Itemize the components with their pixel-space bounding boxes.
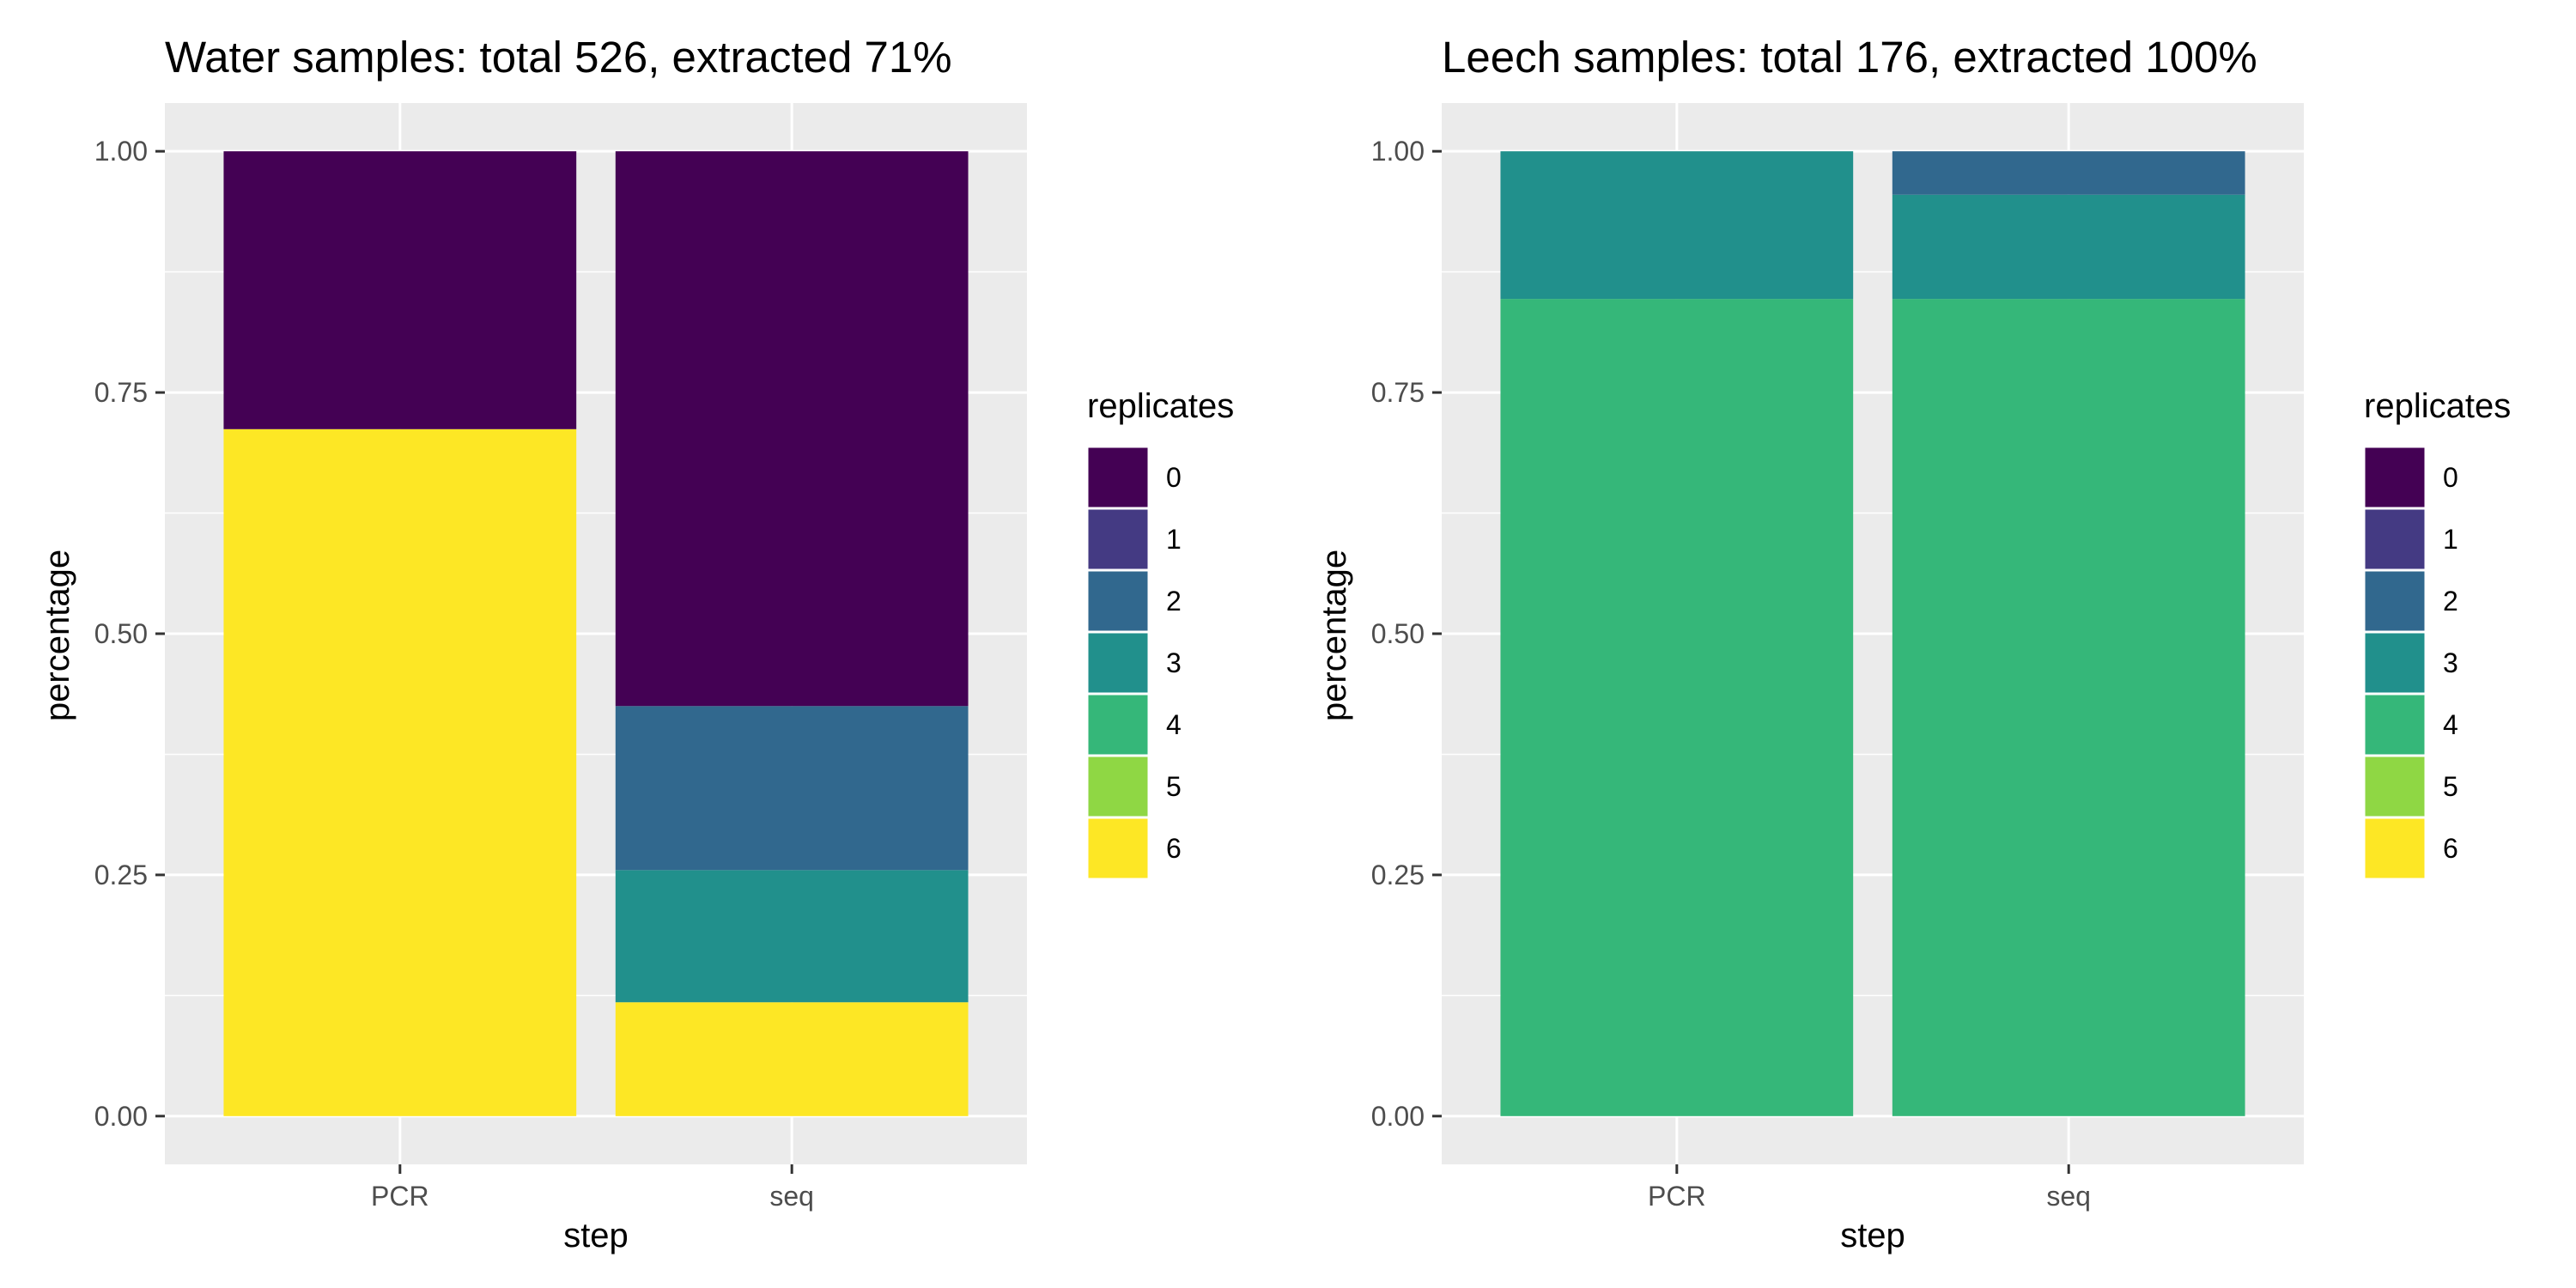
legend-label: 6 xyxy=(1166,833,1182,864)
legend-key xyxy=(2362,692,2427,757)
y-tick-label: 0.50 xyxy=(94,618,148,649)
legend-label: 6 xyxy=(2443,833,2458,864)
legend-key xyxy=(1085,445,1151,510)
legend: replicates 0 1 2 3 4 5 6 xyxy=(2362,387,2511,881)
chart-title: Leech samples: total 176, extracted 100% xyxy=(1442,33,2257,82)
legend-key xyxy=(2362,630,2427,696)
legend-label: 5 xyxy=(2443,771,2458,802)
bar-segment xyxy=(1500,299,1854,1116)
legend-key xyxy=(1085,507,1151,572)
y-tick-label: 0.75 xyxy=(94,377,148,408)
bar-segment xyxy=(1892,151,2245,195)
y-tick-label: 0.75 xyxy=(1371,377,1425,408)
y-axis-title: percentage xyxy=(39,550,76,721)
chart-title: Water samples: total 526, extracted 71% xyxy=(165,33,952,82)
x-tick-label: seq xyxy=(769,1181,814,1212)
x-tick-label: seq xyxy=(2046,1181,2091,1212)
legend-key xyxy=(1085,754,1151,819)
x-axis-title: step xyxy=(1840,1217,1905,1255)
legend-key xyxy=(2362,445,2427,510)
plot-panel: 0.00 0.25 0.50 0.75 1.00 PCR seq xyxy=(1371,103,2304,1212)
legend-title: replicates xyxy=(2364,387,2511,425)
legend: replicates 0 1 2 3 4 5 6 xyxy=(1085,387,1234,881)
x-axis-title: step xyxy=(563,1217,629,1255)
y-axis-title: percentage xyxy=(1315,550,1353,721)
chart-water: Water samples: total 526, extracted 71% … xyxy=(39,33,1234,1255)
bar-segment xyxy=(1500,151,1854,300)
bar-segment xyxy=(615,151,969,707)
legend-label: 4 xyxy=(2443,709,2458,740)
legend-key xyxy=(2362,816,2427,881)
bar-segment xyxy=(1892,194,2245,300)
legend-key xyxy=(1085,630,1151,696)
legend-label: 1 xyxy=(2443,524,2458,555)
bar-segment xyxy=(615,1002,969,1116)
legend-label: 5 xyxy=(1166,771,1182,802)
legend-key xyxy=(1085,692,1151,757)
bar-segment xyxy=(223,151,577,429)
legend-label: 2 xyxy=(2443,586,2458,617)
bar-segment xyxy=(1892,299,2245,1116)
chart-leech: Leech samples: total 176, extracted 100%… xyxy=(1315,33,2511,1255)
legend-label: 3 xyxy=(1166,647,1182,678)
x-tick-label: PCR xyxy=(371,1181,429,1212)
bar-segment xyxy=(615,706,969,871)
plot-panel: 0.00 0.25 0.50 0.75 1.00 PCR seq xyxy=(94,103,1027,1212)
y-tick-label: 0.50 xyxy=(1371,618,1425,649)
legend-key xyxy=(1085,568,1151,634)
y-tick-label: 0.25 xyxy=(94,860,148,890)
y-tick-label: 0.25 xyxy=(1371,860,1425,890)
legend-label: 3 xyxy=(2443,647,2458,678)
x-tick-label: PCR xyxy=(1648,1181,1706,1212)
legend-key xyxy=(1085,816,1151,881)
bar-segment xyxy=(223,428,577,1116)
y-tick-label: 0.00 xyxy=(1371,1101,1425,1132)
legend-key xyxy=(2362,507,2427,572)
legend-title: replicates xyxy=(1087,387,1234,425)
legend-key xyxy=(2362,754,2427,819)
legend-key xyxy=(2362,568,2427,634)
legend-label: 1 xyxy=(1166,524,1182,555)
legend-label: 0 xyxy=(1166,462,1182,493)
bar-segment xyxy=(615,870,969,1003)
legend-label: 0 xyxy=(2443,462,2458,493)
y-tick-label: 1.00 xyxy=(94,136,148,167)
legend-label: 2 xyxy=(1166,586,1182,617)
y-tick-label: 0.00 xyxy=(94,1101,148,1132)
legend-label: 4 xyxy=(1166,709,1182,740)
y-tick-label: 1.00 xyxy=(1371,136,1425,167)
